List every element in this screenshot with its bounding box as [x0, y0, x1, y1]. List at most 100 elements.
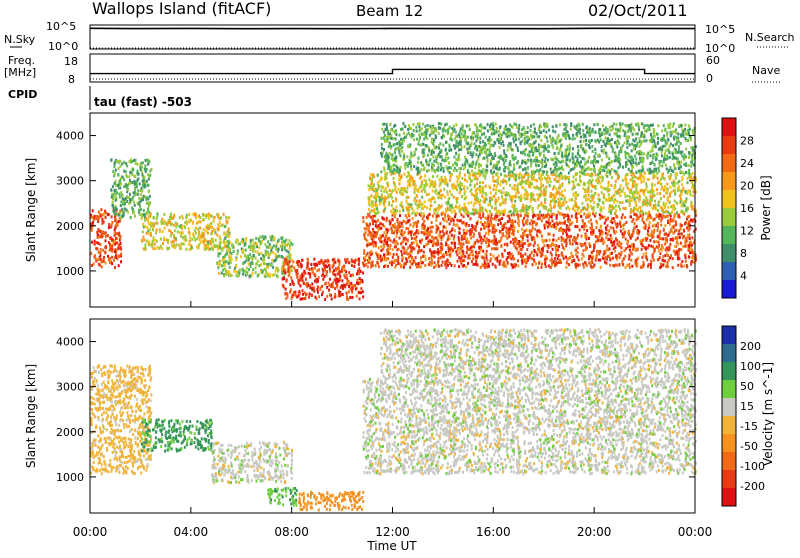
echo-cell	[150, 221, 152, 224]
echo-cell	[559, 177, 561, 180]
echo-cell	[120, 242, 122, 245]
echo-cell	[285, 288, 287, 291]
echo-cell	[284, 260, 286, 263]
echo-cell	[260, 263, 262, 266]
echo-cell	[339, 260, 341, 263]
echo-cell	[452, 249, 454, 252]
echo-cell	[423, 179, 425, 182]
echo-cell	[504, 174, 506, 177]
echo-cell	[428, 193, 430, 196]
echo-cell	[388, 193, 390, 196]
echo-cell	[334, 293, 336, 296]
echo-cell	[503, 261, 505, 264]
echo-cell	[650, 191, 652, 194]
echo-cell	[318, 261, 320, 264]
echo-cell	[250, 265, 252, 268]
echo-cell	[612, 257, 614, 260]
echo-cell	[171, 232, 173, 235]
echo-cell	[258, 264, 260, 267]
echo-cell	[488, 239, 490, 242]
echo-cell	[565, 256, 567, 259]
echo-cell	[396, 248, 398, 251]
echo-cell	[223, 233, 225, 236]
echo-cell	[518, 224, 520, 227]
echo-cell	[391, 260, 393, 263]
echo-cell	[282, 278, 284, 281]
echo-cell	[407, 238, 409, 241]
echo-cell	[558, 245, 560, 248]
echo-cell	[128, 175, 130, 178]
echo-cell	[468, 248, 470, 251]
echo-cell	[692, 251, 694, 254]
echo-cell	[304, 297, 306, 300]
echo-cell	[543, 244, 545, 247]
echo-cell	[365, 238, 367, 241]
echo-cell	[529, 222, 531, 225]
echo-cell	[407, 220, 409, 223]
echo-cell	[575, 191, 577, 194]
echo-cell	[634, 222, 636, 225]
echo-cell	[635, 263, 637, 266]
echo-cell	[623, 223, 625, 226]
echo-cell	[665, 202, 667, 205]
echo-cell	[460, 248, 462, 251]
echo-cell	[399, 237, 401, 240]
echo-cell	[614, 220, 616, 223]
echo-cell	[652, 195, 654, 198]
echo-cell	[474, 209, 476, 212]
echo-cell	[597, 239, 599, 242]
echo-cell	[693, 176, 695, 179]
echo-cell	[500, 222, 502, 225]
echo-cell	[215, 239, 217, 242]
echo-cell	[237, 239, 239, 242]
echo-cell	[654, 200, 656, 203]
echo-cell	[329, 270, 331, 273]
echo-cell	[444, 260, 446, 263]
echo-cell	[545, 206, 547, 209]
echo-cell	[601, 176, 603, 179]
echo-cell	[476, 263, 478, 266]
echo-cell	[480, 217, 482, 220]
echo-cell	[562, 202, 564, 205]
echo-cell	[109, 257, 111, 260]
echo-cell	[520, 183, 522, 186]
echo-cell	[541, 239, 543, 242]
echo-cell	[672, 219, 674, 222]
echo-cell	[403, 237, 405, 240]
echo-cell	[332, 265, 334, 268]
echo-cell	[544, 227, 546, 230]
echo-cell	[599, 213, 601, 216]
echo-cell	[359, 277, 361, 280]
echo-cell	[415, 231, 417, 234]
echo-cell	[475, 260, 477, 263]
echo-cell	[249, 253, 251, 256]
echo-cell	[443, 233, 445, 236]
echo-cell	[574, 209, 576, 212]
echo-cell	[678, 180, 680, 183]
echo-cell	[635, 190, 637, 193]
echo-cell	[565, 207, 567, 210]
echo-cell	[191, 238, 193, 241]
echo-cell	[611, 252, 613, 255]
echo-cell	[287, 263, 289, 266]
echo-cell	[93, 218, 95, 221]
echo-cell	[674, 245, 676, 248]
echo-cell	[369, 177, 371, 180]
echo-cell	[256, 262, 258, 265]
echo-cell	[296, 276, 298, 279]
echo-cell	[562, 230, 564, 233]
echo-cell	[434, 255, 436, 258]
echo-cell	[118, 264, 120, 267]
echo-cell	[605, 228, 607, 231]
echo-cell	[575, 178, 577, 181]
echo-cell	[553, 234, 555, 237]
echo-cell	[660, 220, 662, 223]
echo-cell	[538, 173, 540, 176]
echo-cell	[610, 234, 612, 237]
echo-cell	[657, 204, 659, 207]
echo-cell	[641, 256, 643, 259]
echo-cell	[535, 199, 537, 202]
echo-cell	[549, 177, 551, 180]
echo-cell	[522, 254, 524, 257]
echo-cell	[173, 224, 175, 227]
